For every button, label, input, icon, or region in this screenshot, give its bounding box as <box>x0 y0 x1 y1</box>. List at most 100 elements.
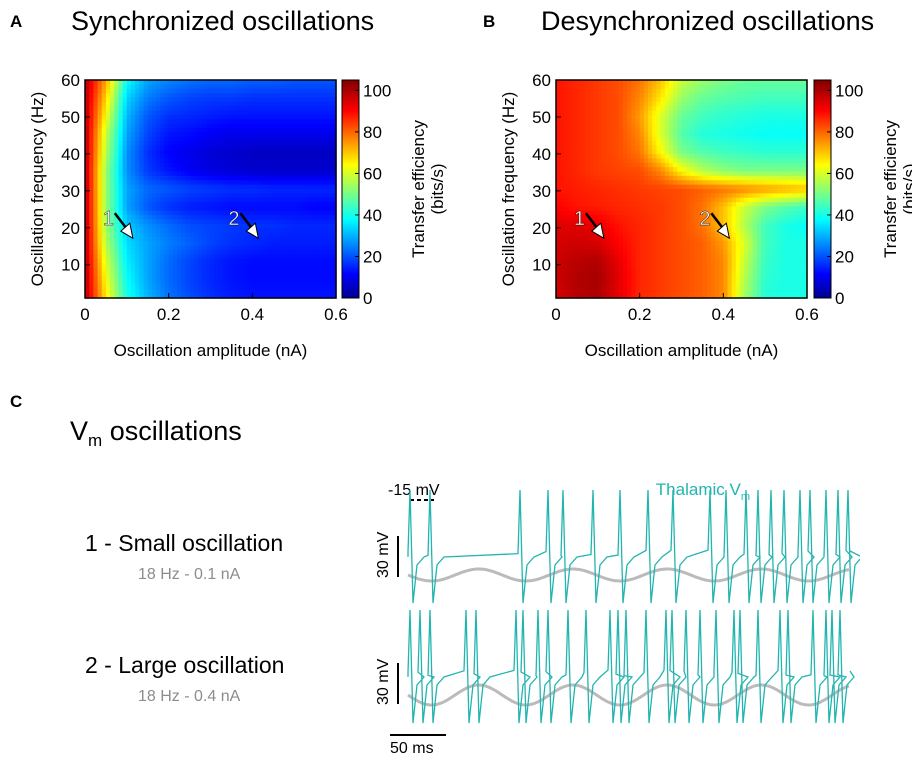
heatmap-cell <box>105 162 111 168</box>
heatmap-cell <box>89 232 94 238</box>
heatmap-cell <box>315 158 320 164</box>
heatmap-cell <box>664 189 670 194</box>
heatmap-cell <box>298 223 304 229</box>
heatmap-cell <box>227 84 233 90</box>
heatmap-cell <box>315 184 320 190</box>
heatmap-cell <box>572 106 578 112</box>
heatmap-cell <box>101 219 107 225</box>
heatmap-cell <box>122 158 128 164</box>
heatmap-cell <box>319 127 325 133</box>
heatmap-cell <box>273 241 279 247</box>
heatmap-cell <box>652 84 657 90</box>
heatmap-cell <box>239 114 245 120</box>
heatmap-cell <box>135 289 140 295</box>
heatmap-cell <box>639 167 645 173</box>
heatmap-cell <box>660 215 666 221</box>
colorbar-tick-label: 40 <box>363 206 382 225</box>
heatmap-cell <box>618 189 624 194</box>
heatmap-cell <box>264 110 270 116</box>
heatmap-cell <box>156 101 161 107</box>
heatmap-cell <box>139 267 145 273</box>
heatmap-cell <box>151 184 157 190</box>
heatmap-cell <box>664 154 670 160</box>
heatmap-cell <box>593 158 599 164</box>
heatmap-cell <box>735 171 741 177</box>
heatmap-cell <box>223 88 228 94</box>
heatmap-cell <box>172 123 178 129</box>
heatmap-cell <box>306 228 312 234</box>
heatmap-cell <box>689 149 695 155</box>
heatmap-cell <box>310 141 316 146</box>
heatmap-cell <box>269 136 274 142</box>
heatmap-cell <box>110 114 115 120</box>
heatmap-cell <box>202 250 207 255</box>
heatmap-cell <box>744 123 750 129</box>
heatmap-cell <box>685 202 691 208</box>
heatmap-cell <box>327 175 333 181</box>
heatmap-cell <box>147 149 153 155</box>
heatmap-cell <box>769 184 775 190</box>
heatmap-cell <box>135 263 140 269</box>
heatmap-cell <box>151 228 157 234</box>
heatmap-cell <box>802 210 808 216</box>
heatmap-cell <box>702 127 708 133</box>
heatmap-cell <box>760 154 766 160</box>
heatmap-cell <box>298 154 304 160</box>
heatmap-cell <box>256 276 262 282</box>
heatmap-cell <box>277 123 283 129</box>
heatmap-cell <box>576 180 582 186</box>
heatmap-cell <box>560 123 565 129</box>
heatmap-cell <box>652 141 657 146</box>
heatmap-cell <box>285 280 291 286</box>
heatmap-cell <box>105 241 111 247</box>
heatmap-cell <box>622 206 628 212</box>
heatmap-cell <box>706 84 712 90</box>
heatmap-cell <box>264 171 270 177</box>
heatmap-cell <box>581 80 586 85</box>
heatmap-cell <box>177 110 182 116</box>
heatmap-cell <box>760 202 766 208</box>
heatmap-cell <box>572 202 578 208</box>
heatmap-cell <box>323 263 329 269</box>
heatmap-cell <box>673 97 678 103</box>
heatmap-cell <box>122 210 128 216</box>
heatmap-cell <box>319 250 325 255</box>
heatmap-cell <box>231 245 237 251</box>
heatmap-cell <box>685 106 691 112</box>
heatmap-cell <box>668 145 674 151</box>
heatmap-cell <box>139 280 145 286</box>
heatmap-cell <box>568 154 574 160</box>
heatmap-cell <box>794 154 800 160</box>
heatmap-cell <box>285 267 291 273</box>
heatmap-cell <box>281 189 287 194</box>
heatmap-cell <box>235 254 241 260</box>
heatmap-cell <box>319 232 325 238</box>
heatmap-cell <box>277 189 283 194</box>
heatmap-cell <box>189 149 195 155</box>
heatmap-cell <box>306 236 312 242</box>
heatmap-cell <box>635 106 641 112</box>
heatmap-cell <box>631 171 637 177</box>
heatmap-cell <box>281 245 287 251</box>
heatmap-cell <box>668 127 674 133</box>
heatmap-cell <box>197 106 203 112</box>
heatmap-cell <box>151 132 157 138</box>
heatmap-cell <box>281 293 287 299</box>
heatmap-cell <box>306 245 312 251</box>
heatmap-cell <box>576 189 582 194</box>
heatmap-cell <box>197 206 203 212</box>
heatmap-cell <box>794 119 800 125</box>
heatmap-cell <box>97 250 103 255</box>
heatmap-cell <box>177 293 182 299</box>
heatmap-cell <box>298 232 304 238</box>
heatmap-cell <box>643 145 649 151</box>
heatmap-cell <box>727 202 733 208</box>
heatmap-cell <box>731 210 737 216</box>
heatmap-cell <box>319 123 325 129</box>
heatmap-cell <box>202 106 207 112</box>
heatmap-cell <box>681 132 687 138</box>
heatmap-cell <box>765 88 770 94</box>
heatmap-cell <box>227 210 233 216</box>
heatmap-cell <box>790 84 796 90</box>
